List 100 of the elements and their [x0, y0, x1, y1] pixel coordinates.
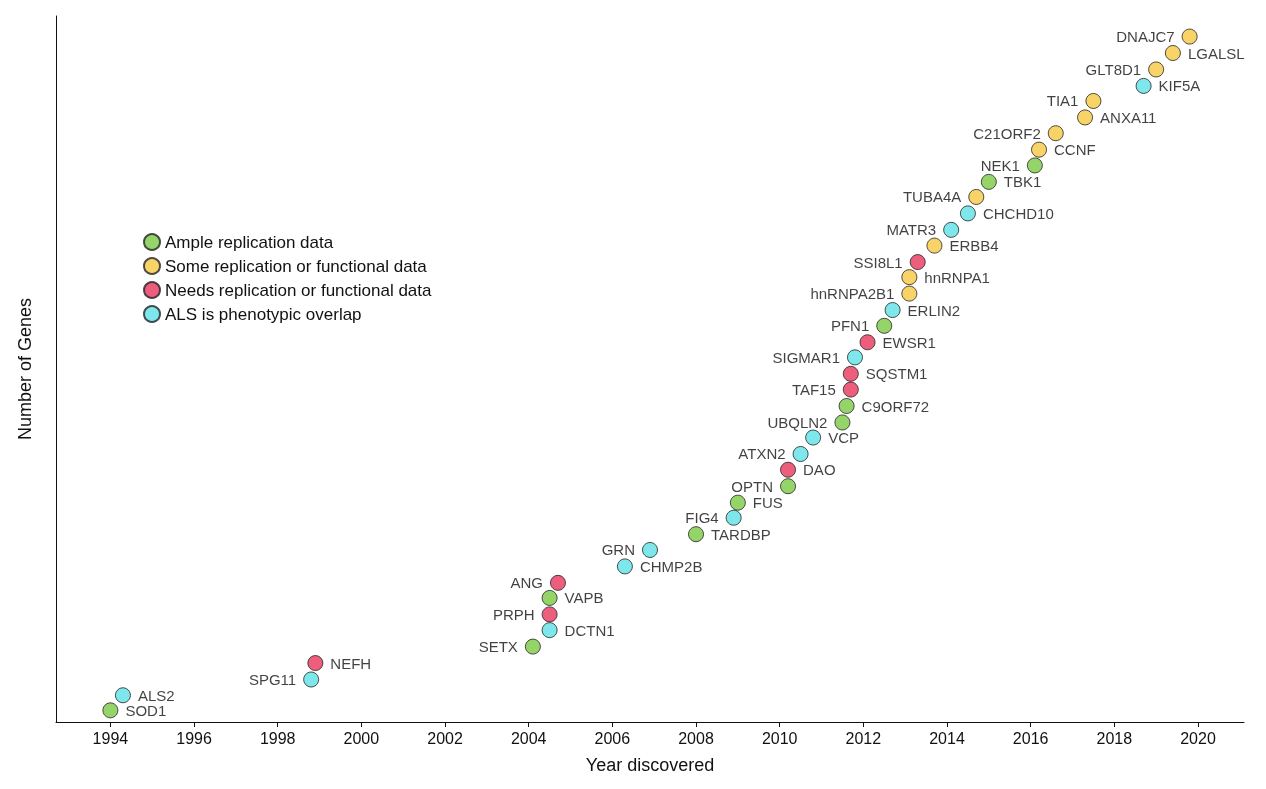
- point: [642, 541, 658, 558]
- annotation: CHMP2B: [639, 557, 703, 575]
- legend-label: ALS is phenotypic overlap: [165, 304, 362, 324]
- point: [1031, 141, 1048, 158]
- point: [1135, 77, 1152, 94]
- annotation: DCTN1: [564, 621, 615, 639]
- x-tick-label: 2006: [594, 729, 631, 747]
- point: [1077, 109, 1094, 126]
- point: [549, 574, 566, 591]
- annotation: NEK1: [980, 156, 1020, 174]
- point: [780, 461, 797, 478]
- annotation: CCNF: [1054, 141, 1096, 159]
- point: [859, 334, 876, 351]
- point: [884, 302, 901, 319]
- point: [901, 285, 918, 302]
- point: [838, 398, 855, 415]
- x-tick-label: 2012: [845, 729, 882, 747]
- annotation: DNAJC7: [1116, 28, 1175, 46]
- point: [1026, 157, 1043, 174]
- annotation: UBQLN2: [767, 413, 828, 431]
- annotation: VAPB: [564, 589, 604, 607]
- annotation: hnRNPA1: [924, 268, 990, 286]
- x-tick-label: 2002: [427, 729, 463, 747]
- annotation: hnRNPA2B1: [810, 285, 895, 303]
- annotation: MATR3: [886, 221, 937, 239]
- x-tick-label: 2020: [1180, 729, 1216, 747]
- point: [943, 221, 960, 238]
- annotation: TIA1: [1046, 92, 1079, 110]
- point: [1047, 125, 1064, 142]
- annotation: TARDBP: [711, 525, 771, 543]
- annotation: KIF5A: [1158, 77, 1201, 95]
- x-tick-label: 1998: [259, 729, 296, 747]
- point: [968, 188, 985, 205]
- point: [842, 365, 859, 382]
- x-tick-label: 2010: [761, 729, 798, 747]
- point: [1164, 45, 1181, 62]
- point: [114, 687, 131, 704]
- annotation: FIG4: [685, 509, 719, 527]
- x-tick-label: 2014: [929, 729, 965, 747]
- annotation: CHCHD10: [982, 204, 1054, 222]
- point: [725, 509, 742, 526]
- point: [541, 622, 558, 639]
- point: [792, 446, 809, 462]
- annotation: SIGMAR1: [772, 348, 840, 366]
- point: [780, 478, 797, 495]
- annotation: EWSR1: [882, 333, 936, 351]
- annotation: PFN1: [830, 317, 870, 335]
- x-tick-label: 2004: [510, 729, 547, 747]
- point: [541, 589, 558, 606]
- annotation: OPTN: [731, 477, 774, 495]
- annotation: GRN: [601, 541, 635, 559]
- annotation: SOD1: [125, 701, 167, 719]
- point: [1148, 61, 1165, 78]
- annotation: SQSTM1: [865, 365, 928, 383]
- point: [729, 494, 746, 511]
- point: [688, 526, 705, 543]
- x-tick-label: 2018: [1096, 729, 1133, 747]
- point: [102, 702, 119, 719]
- x-axis-title: Year discovered: [585, 755, 715, 775]
- legend-label: Needs replication or functional data: [165, 280, 433, 300]
- annotation: SETX: [478, 638, 518, 656]
- annotation: ATXN2: [738, 445, 786, 463]
- annotation: GLT8D1: [1085, 60, 1142, 78]
- x-tick-label: 2000: [343, 729, 380, 747]
- y-axis-title: Number of Genes: [15, 297, 35, 441]
- annotation: TUBA4A: [902, 188, 962, 206]
- point: [1085, 93, 1102, 109]
- annotation: PRPH: [492, 605, 535, 623]
- point: [1181, 28, 1198, 45]
- annotation: NEFH: [330, 654, 372, 672]
- legend-label: Some replication or functional data: [165, 256, 428, 276]
- annotation: TAF15: [791, 381, 836, 399]
- x-tick-label: 2008: [678, 729, 714, 747]
- point: [980, 173, 997, 190]
- point: [524, 638, 541, 655]
- x-tick-label: 1994: [92, 729, 129, 747]
- annotation: VCP: [828, 429, 859, 447]
- annotation: FUS: [752, 494, 783, 512]
- point: [909, 254, 926, 271]
- annotation: C21ORF2: [973, 124, 1041, 142]
- annotation: ANXA11: [1100, 108, 1157, 126]
- point: [834, 414, 851, 431]
- annotation: ERBB4: [949, 237, 999, 255]
- annotation: SSI8L1: [853, 253, 903, 271]
- point: [959, 205, 976, 222]
- legend-label: Ample replication data: [165, 232, 334, 252]
- annotation: ALS2: [137, 686, 175, 704]
- x-tick-label: 2016: [1012, 729, 1049, 747]
- annotation: TBK1: [1003, 173, 1042, 191]
- point: [307, 655, 324, 672]
- annotation: ANG: [510, 574, 543, 592]
- annotation: C9ORF72: [861, 397, 930, 415]
- point: [541, 606, 558, 623]
- annotation: DAO: [803, 461, 836, 479]
- point: [616, 558, 633, 575]
- point: [846, 349, 863, 366]
- point: [876, 317, 893, 334]
- point: [842, 381, 859, 398]
- annotation: SPG11: [248, 671, 297, 688]
- point: [901, 269, 918, 286]
